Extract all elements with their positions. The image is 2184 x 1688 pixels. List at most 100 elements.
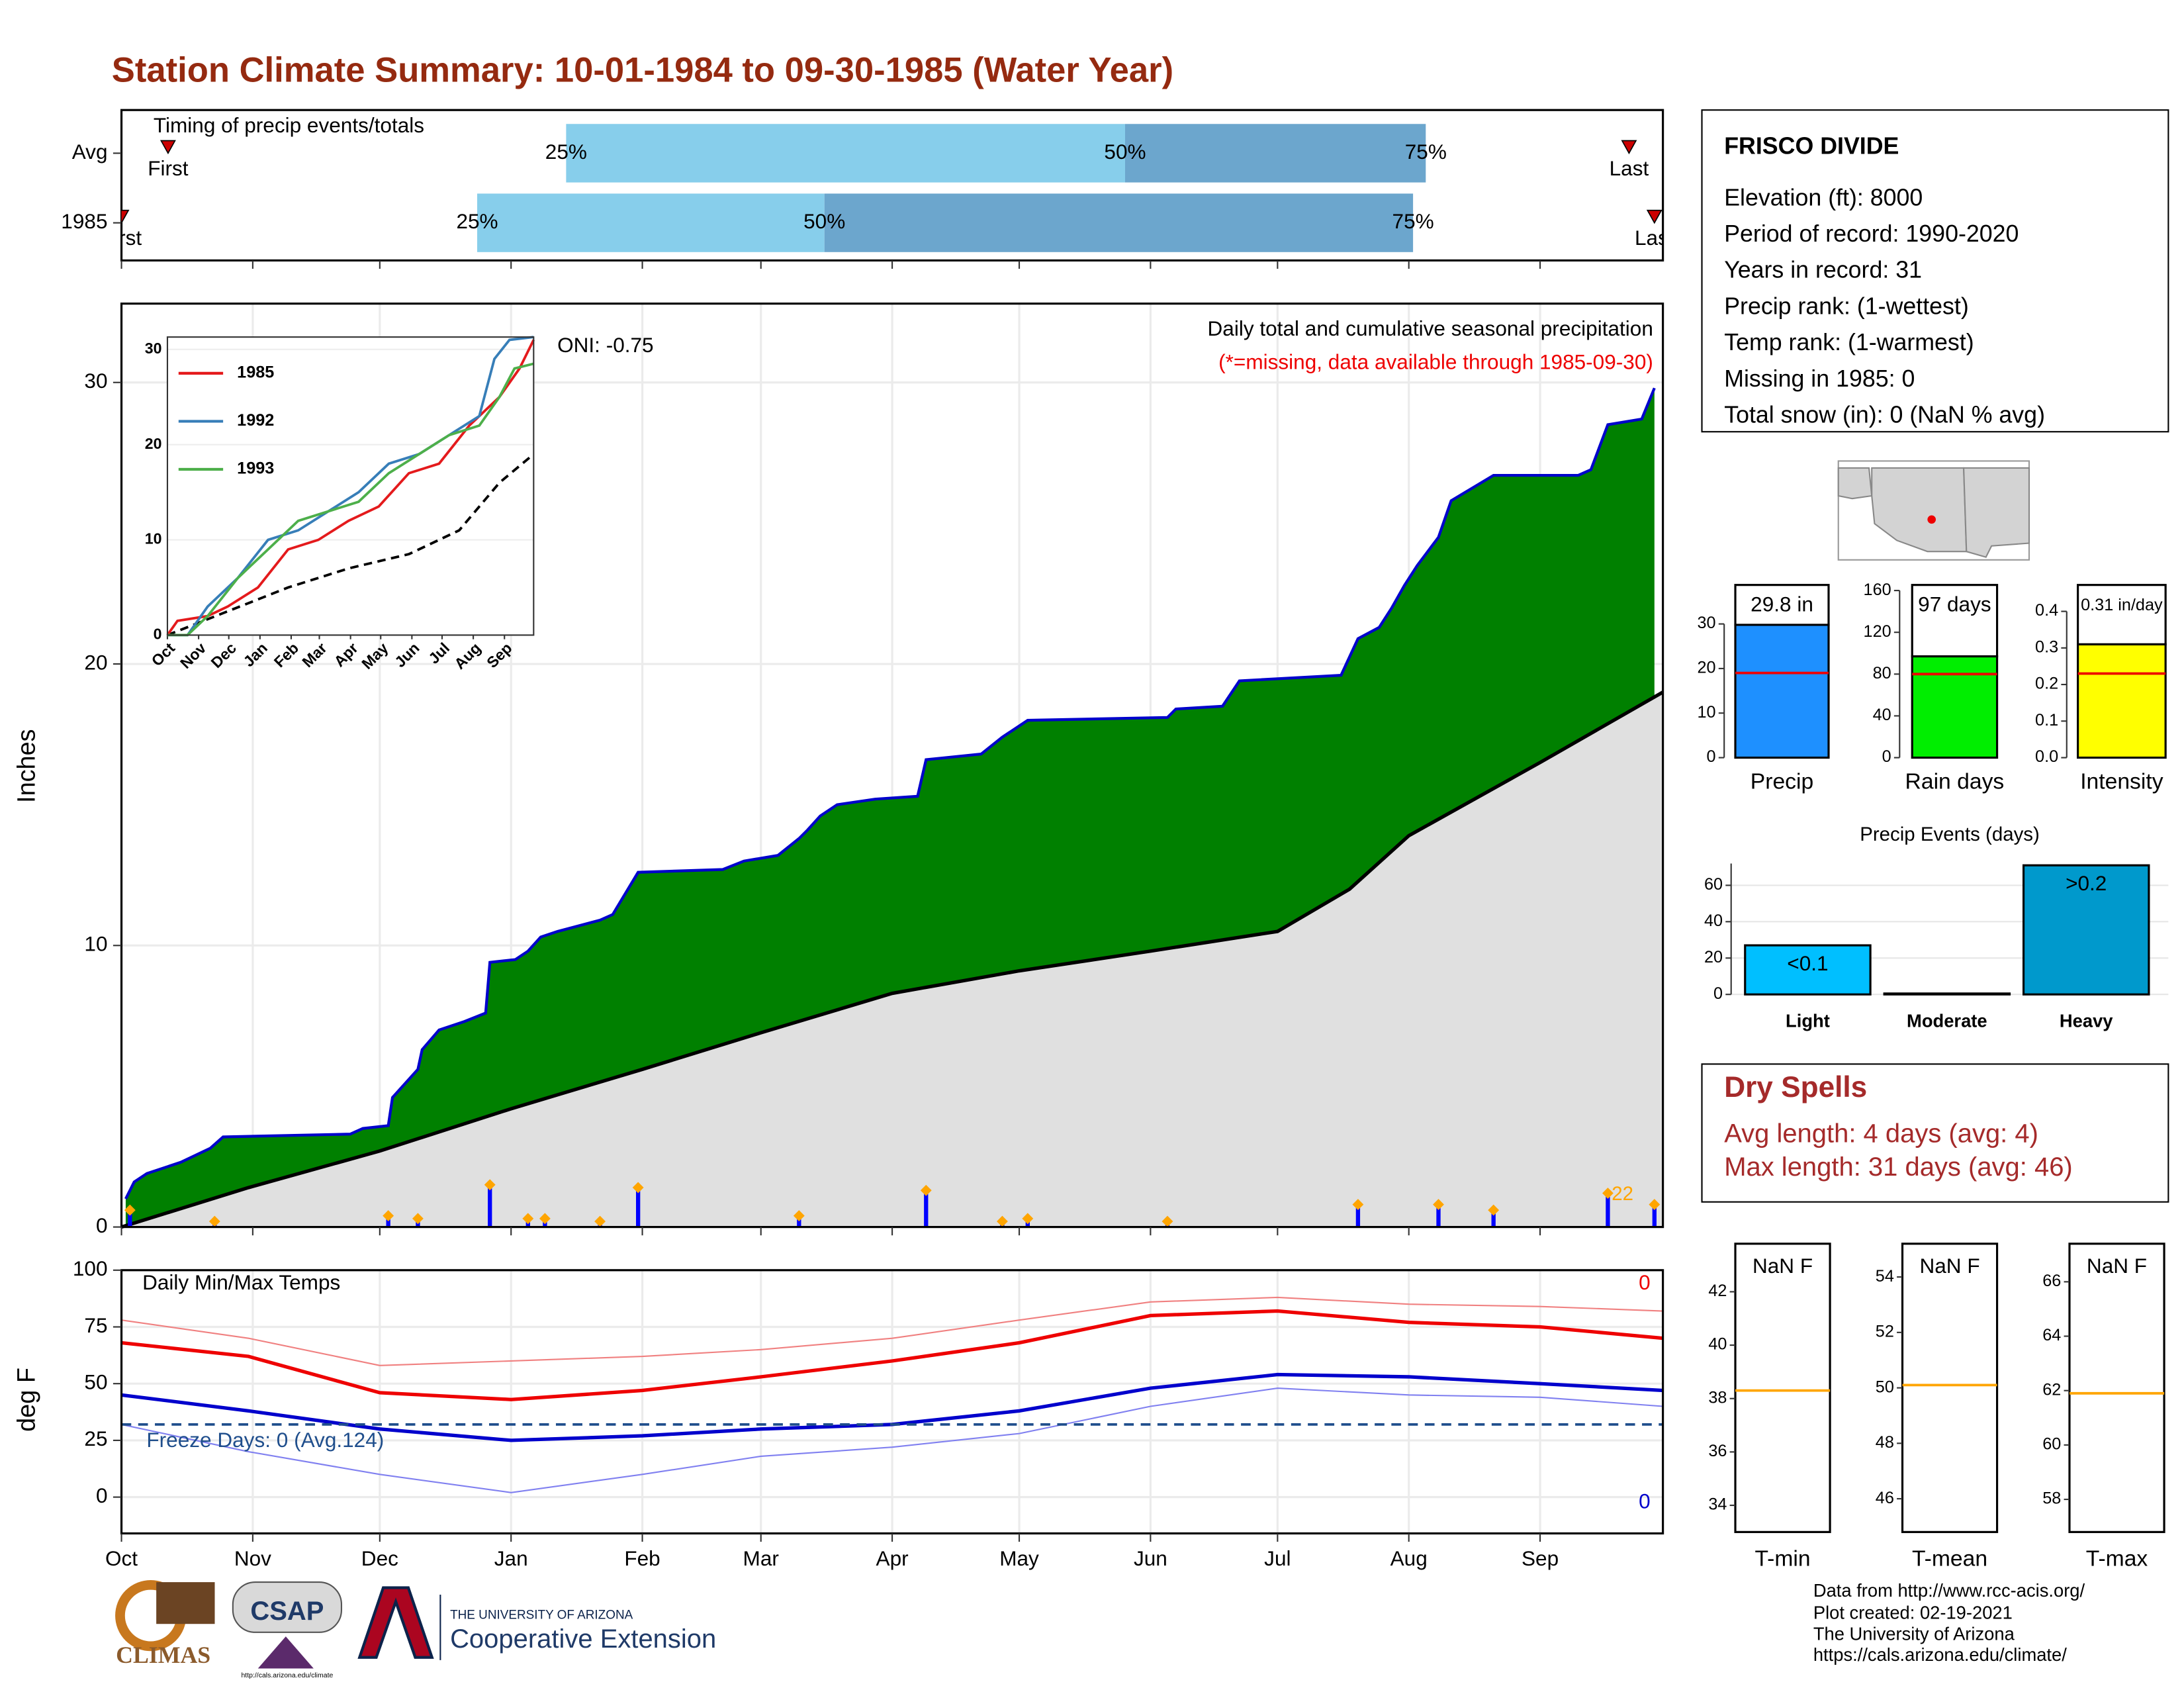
y-tick-label: 66 (2042, 1272, 2061, 1290)
daily-marker (1602, 1188, 1614, 1199)
count-annotation: 22 (1612, 1183, 1633, 1205)
x-tick-label: Mar (743, 1546, 779, 1570)
category-label: T-max (2086, 1546, 2148, 1571)
y-tick-label: 20 (1704, 948, 1723, 966)
daily-marker (412, 1213, 424, 1225)
daily-bar (1491, 1210, 1496, 1227)
x-tick-label: Jun (1134, 1546, 1167, 1570)
y-tick-label: 42 (1708, 1282, 1727, 1300)
category-label: Precip (1751, 769, 1813, 794)
x-tick-label: Jul (1264, 1546, 1291, 1570)
temp-line (121, 1309, 1663, 1401)
daily-bar (924, 1190, 929, 1227)
x-tick-label: Jan (494, 1546, 528, 1570)
temp-box (2068, 1243, 2165, 1533)
timing-title: Timing of precip events/totals (154, 113, 424, 137)
chart-title: Daily total and cumulative seasonal prec… (1208, 316, 1653, 340)
category-label: Moderate (1907, 1011, 1987, 1031)
csap-cloud (232, 1581, 343, 1633)
quantile-label: 75% (1392, 209, 1434, 233)
dry-spells-line: Avg length: 4 days (avg: 4) (1724, 1119, 2038, 1148)
timing-bar-q25-q50 (566, 124, 1126, 183)
timing-marker-label: First (101, 226, 142, 250)
x-tick-label: Feb (624, 1546, 660, 1570)
category-label: Intensity (2080, 769, 2163, 794)
y-axis-label: Inches (13, 729, 41, 803)
station-line: Total snow (in): 0 (NaN % avg) (1724, 402, 2045, 428)
y-tick-label: 40 (1708, 1335, 1727, 1354)
quantile-label: 50% (803, 209, 845, 233)
category-label: T-mean (1912, 1546, 1987, 1571)
y-tick-label: 10 (145, 530, 162, 547)
value-label: NaN F (1919, 1254, 1979, 1278)
x-tick-label: Aug (1390, 1546, 1428, 1570)
y-tick-label: 52 (1876, 1323, 1894, 1341)
daily-marker (920, 1184, 932, 1196)
legend-label: 1992 (237, 411, 274, 430)
y-tick-label: 48 (1876, 1433, 1894, 1452)
y-tick-label: 10 (1697, 703, 1715, 722)
map-state (1962, 467, 2030, 558)
y-tick-label: 64 (2042, 1326, 2061, 1344)
category-label: Rain days (1905, 769, 2005, 794)
y-tick-label: 30 (1697, 614, 1715, 632)
timing-marker-label: Last (1610, 156, 1649, 180)
timing-bar-q25-q50 (477, 193, 825, 252)
y-tick-label: 20 (84, 650, 107, 674)
inset-border (166, 336, 535, 636)
locator-map (1837, 460, 2030, 561)
x-tick-label: Oct (105, 1546, 138, 1570)
daily-bar (1355, 1204, 1361, 1227)
value-label: NaN F (1752, 1254, 1813, 1278)
daily-marker (1649, 1199, 1661, 1210)
y-tick-label: 0.1 (2035, 711, 2058, 729)
y-tick-label: 30 (84, 369, 107, 393)
daily-bar (636, 1188, 641, 1227)
station-line: Temp rank: (1-warmest) (1724, 329, 1974, 355)
station-box (1701, 109, 2169, 433)
y-tick-label: 54 (1876, 1267, 1894, 1286)
inset-series-line (167, 336, 534, 637)
daily-marker (1022, 1213, 1034, 1225)
y-tick-label: 38 (1708, 1388, 1727, 1407)
y-tick-label: 50 (1876, 1378, 1894, 1396)
y-tick-label: 160 (1864, 581, 1891, 599)
footer-line: Plot created: 02-19-2021 (1813, 1603, 2013, 1623)
y-tick-label: 0 (96, 1483, 108, 1507)
ua-logo (357, 1586, 434, 1659)
category-label: Heavy (2060, 1011, 2113, 1031)
timing-marker-label: Last (1635, 226, 1674, 250)
csap-logo: CSAP (250, 1597, 324, 1626)
dry-spells-box (1701, 1063, 2169, 1203)
daily-bar (797, 1215, 801, 1227)
timing-marker-label: First (148, 156, 189, 180)
max-count-label: 0 (1639, 1270, 1651, 1294)
value-label: NaN F (2087, 1254, 2147, 1278)
y-tick-label: 75 (84, 1313, 107, 1337)
climas-logo: CLIMAS (116, 1642, 210, 1668)
value-label: 97 days (1918, 592, 1991, 616)
y-tick-label: 40 (1873, 706, 1891, 724)
timing-marker (1621, 140, 1637, 155)
event-bar (2022, 864, 2150, 996)
daily-marker (1433, 1199, 1444, 1210)
freeze-annotation: Freeze Days: 0 (Avg.124) (146, 1428, 384, 1452)
daily-marker (539, 1213, 551, 1225)
daily-bar (386, 1215, 390, 1227)
footer-line: https://cals.arizona.edu/climate/ (1813, 1644, 2067, 1665)
y-tick-label: 46 (1876, 1489, 1894, 1507)
summary-bar (1911, 655, 1999, 759)
row-label: 1985 (61, 209, 107, 233)
climas-icon (156, 1582, 215, 1624)
y-tick-label: 0 (1882, 747, 1891, 766)
y-tick-label: 0 (154, 626, 162, 643)
y-tick-label: 120 (1864, 622, 1891, 641)
quantile-label: 50% (1104, 140, 1146, 164)
csap-url: http://cals.arizona.edu/climate (241, 1671, 333, 1679)
station-line: Period of record: 1990-2020 (1724, 220, 2019, 247)
x-tick-label: May (999, 1546, 1039, 1570)
y-axis-label: deg F (13, 1368, 41, 1432)
row-label: Avg (72, 140, 108, 164)
y-tick-label: 30 (145, 340, 162, 357)
min-count-label: 0 (1639, 1489, 1651, 1513)
